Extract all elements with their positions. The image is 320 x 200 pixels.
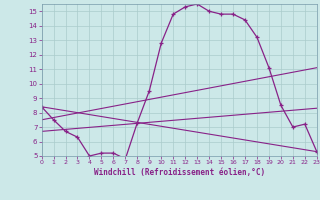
X-axis label: Windchill (Refroidissement éolien,°C): Windchill (Refroidissement éolien,°C) bbox=[94, 168, 265, 177]
